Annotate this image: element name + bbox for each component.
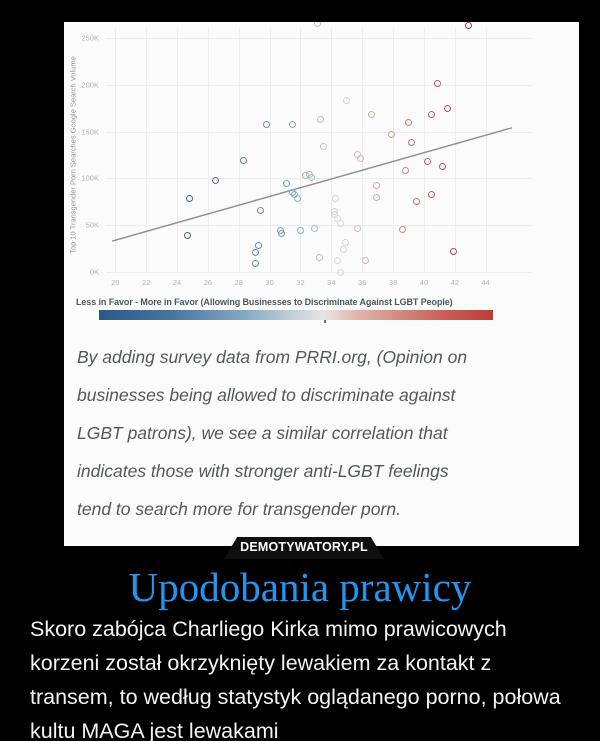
scatter-point: [315, 253, 323, 261]
gridline-vertical: [115, 28, 117, 272]
gridline-vertical: [454, 28, 456, 272]
gridline-horizontal: [106, 37, 532, 39]
scatter-point: [283, 180, 291, 188]
y-tick-label: 100K: [81, 173, 99, 183]
y-tick-label: 250K: [81, 33, 99, 43]
scatter-point: [320, 143, 328, 151]
scatter-point: [263, 120, 271, 128]
site-watermark: DEMOTYWATORY.PL: [224, 537, 384, 559]
y-tick-label: 150K: [81, 127, 99, 137]
gridline-vertical: [362, 28, 364, 272]
scatter-point: [317, 115, 325, 123]
scatter-chart: Top 10 Transgender Porn Searches Google …: [64, 22, 579, 332]
scatter-point: [465, 22, 473, 30]
x-tick-label: 42: [450, 278, 459, 287]
gridline-vertical: [423, 28, 425, 272]
gridline-vertical: [269, 28, 271, 272]
x-tick-label: 38: [388, 278, 398, 287]
x-tick-label: 22: [141, 278, 151, 287]
x-tick-label: 26: [203, 278, 213, 287]
scatter-point: [310, 225, 318, 233]
scatter-point: [337, 268, 345, 276]
chart-caption: By adding survey data from PRRI.org, (Op…: [77, 347, 468, 519]
scatter-point: [185, 194, 193, 202]
scatter-point: [256, 206, 264, 214]
meme-title: Upodobania prawicy: [128, 564, 472, 610]
scatter-point: [354, 225, 362, 233]
gridline-vertical: [300, 28, 302, 272]
x-axis-title: Less in Favor - More in Favor (Allowing …: [76, 297, 453, 307]
y-tick-label: 200K: [81, 80, 99, 90]
y-tick-label: 0K: [89, 267, 99, 277]
scatter-point: [428, 190, 436, 198]
chart-card: Top 10 Transgender Porn Searches Google …: [64, 22, 579, 546]
scatter-point: [388, 130, 396, 138]
x-tick-label: 34: [327, 278, 336, 287]
gridline-vertical: [177, 28, 178, 272]
scatter-point: [296, 227, 304, 235]
y-tick-label: 50K: [85, 220, 99, 230]
scatter-point: [412, 198, 420, 206]
x-tick-label: 28: [234, 278, 243, 287]
scatter-point: [449, 247, 457, 255]
scatter-point: [372, 193, 380, 201]
scatter-point: [334, 257, 342, 265]
scatter-point: [361, 257, 369, 265]
scatter-point: [278, 230, 286, 238]
scatter-point: [293, 195, 301, 203]
scatter-point: [398, 226, 406, 234]
trend-line: [111, 127, 513, 242]
scatter-point: [408, 139, 416, 147]
gridline-vertical: [393, 28, 395, 272]
x-tick-label: 20: [111, 278, 120, 287]
scatter-point: [372, 182, 380, 190]
scatter-point: [428, 111, 436, 119]
scatter-point: [340, 246, 348, 254]
scatter-point: [367, 111, 375, 119]
gridline-horizontal: [106, 178, 532, 180]
gridline-vertical: [331, 28, 333, 272]
scatter-point: [341, 238, 349, 246]
scatter-point: [212, 176, 220, 184]
color-legend-midpoint-tick: [323, 320, 326, 323]
y-axis-title: Top 10 Transgender Porn Searches Google …: [68, 56, 78, 254]
x-tick-label: 32: [296, 278, 305, 287]
scatter-point: [401, 167, 409, 175]
gridline-horizontal: [106, 272, 532, 273]
scatter-point: [307, 173, 315, 181]
gridline-vertical: [238, 28, 240, 272]
gridline-vertical: [485, 28, 487, 272]
scatter-point: [252, 248, 260, 256]
scatter-point: [434, 80, 442, 88]
gridline-horizontal: [106, 131, 532, 133]
gridline-horizontal: [106, 225, 532, 227]
gridline-vertical: [207, 28, 209, 272]
x-tick-label: 24: [172, 278, 182, 287]
meme-description: Skoro zabójca Charliego Kirka mimo prawi…: [30, 617, 561, 741]
scatter-point: [255, 242, 263, 250]
gridline-horizontal: [106, 84, 532, 86]
scatter-point: [289, 120, 297, 128]
gridline-vertical: [146, 28, 148, 272]
color-legend-gradient: [99, 310, 493, 320]
scatter-point: [337, 219, 345, 227]
scatter-point: [405, 118, 413, 126]
scatter-point: [332, 195, 340, 203]
x-tick-label: 44: [481, 278, 490, 287]
scatter-point: [184, 231, 192, 239]
scatter-point: [239, 157, 247, 165]
plot-area: 20 22 24 26 28 30 32 34 36 38 40 42 44 0K 50K 100K 150K 2…: [81, 22, 532, 287]
scatter-point: [357, 155, 365, 163]
x-tick-label: 30: [265, 278, 274, 287]
scatter-point: [343, 97, 351, 105]
scatter-point: [423, 158, 431, 165]
scatter-point: [313, 22, 321, 28]
scatter-point: [252, 260, 260, 268]
x-tick-label: 40: [419, 278, 429, 287]
scatter-point: [438, 162, 446, 170]
scatter-point: [443, 104, 451, 112]
x-tick-label: 36: [358, 278, 367, 287]
